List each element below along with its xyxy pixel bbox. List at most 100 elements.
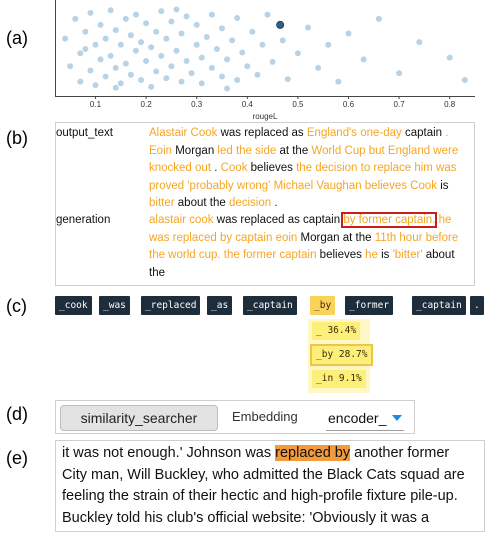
- scatter-point: [143, 20, 150, 27]
- x-tick-label: 0.3: [191, 100, 203, 109]
- scatter-point: [254, 71, 261, 78]
- text-comparison-panel: output_text Alastair Cook was replaced a…: [55, 122, 475, 286]
- plain-span: was replaced as captain: [213, 214, 344, 226]
- rouge-scatter-plot[interactable]: 0.1 0.2 0.3 0.4 0.5 0.6 0.7 0.8 rougeL: [55, 0, 475, 122]
- scatter-point: [107, 52, 114, 59]
- scatter-point: [102, 73, 109, 80]
- highlighted-span[interactable]: 11th hour: [374, 231, 423, 244]
- output-text-field-label: output_text: [56, 127, 113, 139]
- candidate-item[interactable]: _ 36.4%: [312, 322, 361, 340]
- plain-span: believes: [316, 249, 366, 261]
- scatter-point: [138, 76, 145, 83]
- token-chip[interactable]: .: [470, 296, 484, 315]
- scatter-point: [112, 27, 119, 34]
- scatter-point: [224, 56, 231, 63]
- scatter-point: [148, 83, 155, 90]
- scatter-point: [259, 41, 266, 48]
- scatter-point: [132, 11, 139, 18]
- scatter-point: [82, 46, 89, 52]
- highlighted-span[interactable]: . Eoin: [149, 127, 449, 157]
- highlighted-span[interactable]: decision: [228, 197, 272, 209]
- embedding-select[interactable]: encoder_: [326, 405, 404, 431]
- plain-span: is: [377, 249, 393, 261]
- scatter-point: [77, 78, 84, 85]
- x-tick-label: 0.8: [444, 100, 456, 109]
- highlighted-span[interactable]: World Cup but England were knocked out: [149, 144, 459, 175]
- x-tick-label: 0.4: [242, 100, 254, 109]
- plain-span: about the: [149, 249, 455, 279]
- x-axis-label: rougeL: [253, 112, 278, 121]
- scatter-point: [168, 63, 175, 70]
- highlighted-span[interactable]: alastair cook: [149, 214, 214, 226]
- scatter-point: [178, 30, 185, 37]
- passage-highlight[interactable]: replaced by: [275, 445, 351, 461]
- scatter-point: [62, 35, 69, 42]
- token-chip[interactable]: _captain: [412, 296, 466, 315]
- token-chip[interactable]: _cook: [55, 296, 92, 315]
- highlighted-span[interactable]: he was replaced by captain eoin: [149, 214, 452, 244]
- highlighted-span[interactable]: led the side: [217, 144, 277, 157]
- scatter-point: [193, 21, 200, 28]
- scatter-point: [122, 60, 129, 67]
- scatter-point: [138, 39, 145, 46]
- scatter-point: [148, 44, 155, 51]
- scatter-point: [173, 6, 180, 13]
- highlighted-span[interactable]: he: [365, 249, 378, 261]
- x-tick-label: 0.7: [394, 100, 406, 109]
- scatter-point: [198, 80, 205, 87]
- scatter-point: [168, 18, 175, 25]
- plain-span: is: [437, 179, 449, 192]
- panel-label-e: (e): [6, 448, 28, 468]
- similarity-searcher-button[interactable]: similarity_searcher: [60, 405, 218, 431]
- candidate-item[interactable]: _by 28.7%: [309, 344, 374, 366]
- output-text-content[interactable]: Alastair Cook was replaced as England's …: [149, 125, 468, 213]
- token-chip[interactable]: _by: [310, 296, 336, 315]
- scatter-point: [112, 84, 119, 91]
- scatter-point: [153, 68, 160, 75]
- token-chip[interactable]: _replaced: [141, 296, 201, 315]
- scatter-point: [284, 76, 291, 83]
- token-strip: _ 36.4% _by 28.7% _in 9.1% _cook _was _repla…: [55, 290, 484, 395]
- scatter-point: [163, 35, 170, 42]
- scatter-point: [396, 70, 403, 77]
- highlighted-span[interactable]: 'bitter': [392, 249, 423, 261]
- highlighted-span[interactable]: Cook: [220, 162, 248, 174]
- scatter-point: [67, 63, 74, 70]
- scatter-point: [158, 52, 165, 59]
- candidate-item[interactable]: _in 9.1%: [312, 370, 366, 388]
- generation-field-label: generation: [56, 214, 111, 226]
- token-chip[interactable]: _captain: [243, 296, 297, 315]
- panel-label-d: (d): [6, 404, 28, 424]
- scatter-point: [325, 41, 332, 48]
- scatter-point: [249, 28, 256, 35]
- token-chip[interactable]: _former: [345, 296, 394, 315]
- x-tick-label: 0.2: [141, 100, 153, 109]
- scatter-point: [305, 24, 312, 31]
- control-bar: similarity_searcher Embedding encoder_: [55, 400, 415, 434]
- scatter-point: [239, 49, 246, 56]
- plain-span: .: [271, 197, 278, 209]
- scatter-point: [208, 64, 215, 71]
- scatter-point: [127, 71, 134, 78]
- panel-label-a: (a): [6, 28, 28, 48]
- scatter-point: [183, 13, 190, 20]
- highlighted-span[interactable]: Alastair Cook: [149, 127, 218, 139]
- highlighted-span[interactable]: the decision to replace him was proved '…: [149, 162, 457, 192]
- token-chip[interactable]: _was: [99, 296, 130, 315]
- highlighted-span[interactable]: England's one-day: [306, 127, 402, 139]
- scatter-point: [335, 78, 342, 85]
- selected-point[interactable]: [276, 20, 285, 29]
- scatter-point: [345, 30, 352, 37]
- embedding-label: Embedding: [232, 409, 298, 424]
- scatter-point: [92, 41, 99, 48]
- highlighted-span[interactable]: bitter: [149, 197, 175, 209]
- boxed-span[interactable]: by former captain.: [341, 212, 438, 228]
- scatter-point: [122, 15, 129, 22]
- generation-content[interactable]: alastair cook was replaced as captain by…: [149, 212, 468, 282]
- scatter-point: [315, 64, 322, 71]
- token-chip[interactable]: _as: [207, 296, 233, 315]
- candidate-dropdown: _ 36.4% _by 28.7% _in 9.1%: [308, 319, 374, 393]
- scatter-point: [82, 28, 89, 35]
- highlighted-span[interactable]: before the world cup. the former captain: [149, 231, 459, 262]
- plain-span: was replaced as: [217, 127, 307, 139]
